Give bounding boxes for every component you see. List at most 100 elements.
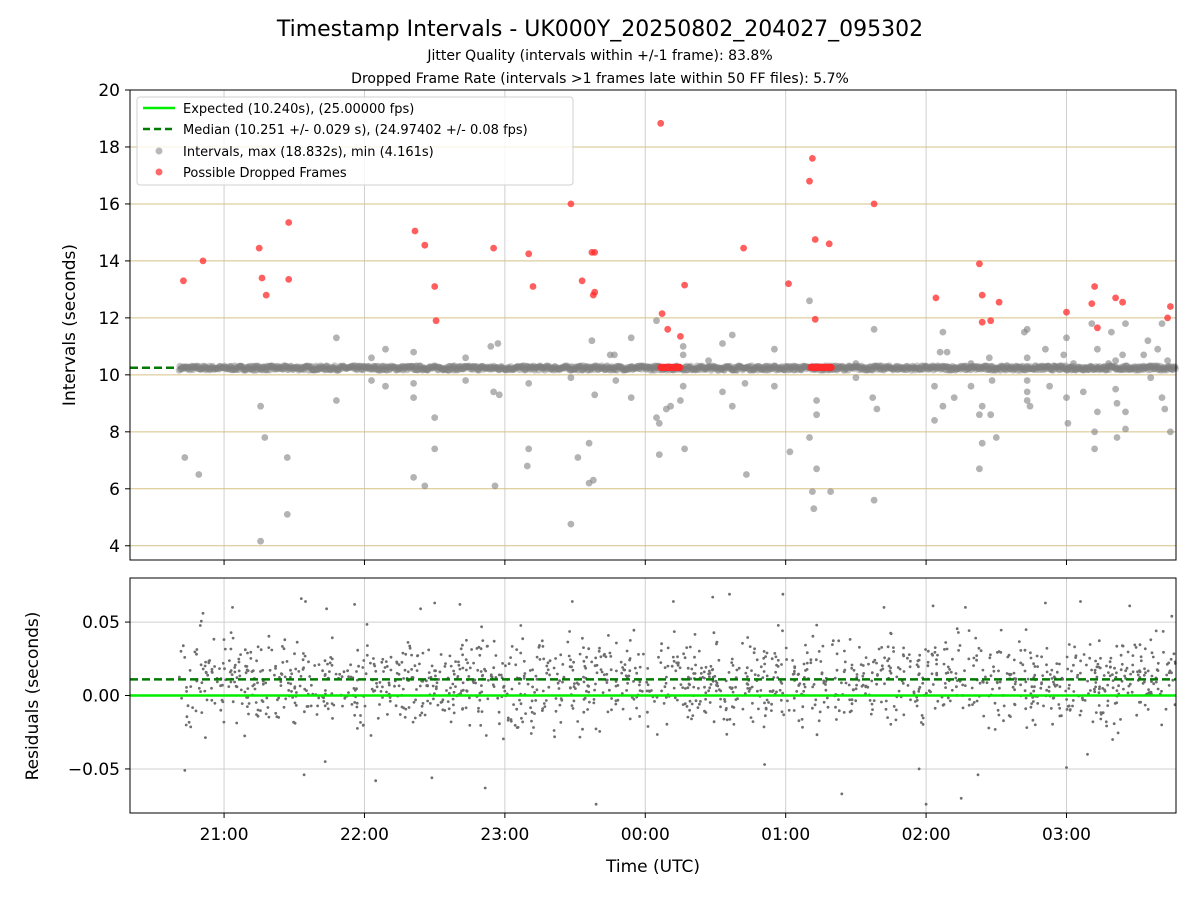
residual-point [1111,738,1114,741]
residual-point [267,634,271,638]
residual-point [294,667,298,671]
interval-point [591,391,599,399]
interval-point [573,365,580,373]
interval-point [606,364,613,372]
residual-point [457,663,461,667]
residual-point [302,666,305,670]
residual-point [1036,702,1040,705]
interval-point [285,366,292,374]
interval-point [433,363,441,370]
residual-point [1079,671,1082,675]
residual-point [943,682,947,685]
residual-point [1090,668,1093,672]
interval-point [760,366,768,374]
residual-point [627,674,631,678]
interval-point [407,363,415,371]
residual-point [1134,646,1138,649]
interval-point [721,366,728,374]
residual-point [464,658,468,661]
interval-point [278,365,286,372]
residual-point [747,690,751,693]
residual-point [692,685,696,689]
dropped-frame-point [578,277,586,285]
interval-point [915,365,923,373]
interval-point [771,382,778,390]
residual-point [889,632,893,636]
interval-point [297,366,304,373]
interval-point [865,366,872,373]
residual-point [289,682,293,686]
interval-point [570,363,577,371]
residual-point [504,664,507,668]
residual-point [418,662,421,666]
interval-point [425,364,433,372]
residual-point [461,707,465,710]
interval-point [232,365,239,373]
interval-point [410,380,417,387]
residual-point [1107,671,1110,674]
residual-point [277,696,281,700]
residual-point [996,708,1000,712]
residual-point [185,686,188,689]
interval-point [639,362,647,370]
interval-point [445,363,453,370]
residual-point [449,686,452,690]
residual-point [633,666,637,670]
interval-point [439,366,446,374]
interval-point [462,377,469,384]
interval-point [335,366,343,374]
residual-point [861,674,865,678]
residual-point [566,640,570,644]
residual-point [486,697,490,701]
residual-point [595,671,599,675]
residual-point [665,675,668,679]
interval-point [515,362,522,370]
residual-point [632,628,636,632]
interval-point [430,362,438,370]
interval-point [443,364,450,371]
interval-point [492,364,500,372]
residual-point [950,688,954,692]
interval-point [540,364,548,372]
interval-point [182,364,190,371]
interval-point [517,363,525,371]
residual-point [628,669,632,673]
residual-point [902,646,905,650]
residual-point [880,646,884,649]
interval-point [687,362,695,370]
interval-point [863,366,871,374]
interval-point [707,364,714,372]
residual-point [535,677,539,681]
interval-point [600,363,608,371]
legend-median-label: Median (10.251 +/- 0.029 s), (24.97402 +… [183,123,528,138]
interval-point [347,363,355,371]
residual-point [418,684,422,688]
interval-point [249,364,257,372]
interval-point [453,366,461,374]
interval-point [944,363,951,370]
residual-point [402,677,405,680]
interval-point [545,362,553,370]
residual-point [1116,731,1120,735]
residual-point [340,675,344,679]
dropped-frame-point [1088,300,1096,307]
interval-point [764,364,772,371]
residual-point [708,686,712,690]
residual-point [458,603,462,606]
interval-point [944,363,952,371]
interval-point [513,363,521,371]
interval-point [333,334,340,342]
interval-point [534,363,542,371]
interval-point [613,363,620,370]
residual-point [264,681,268,685]
interval-point [543,362,551,370]
residual-point [1023,689,1027,693]
interval-point [324,364,332,372]
residual-point [323,674,327,677]
residual-point [730,661,734,664]
residual-point [372,657,375,660]
interval-point [908,364,916,372]
interval-point [963,366,970,374]
residual-point [671,655,675,659]
interval-point [400,363,408,371]
